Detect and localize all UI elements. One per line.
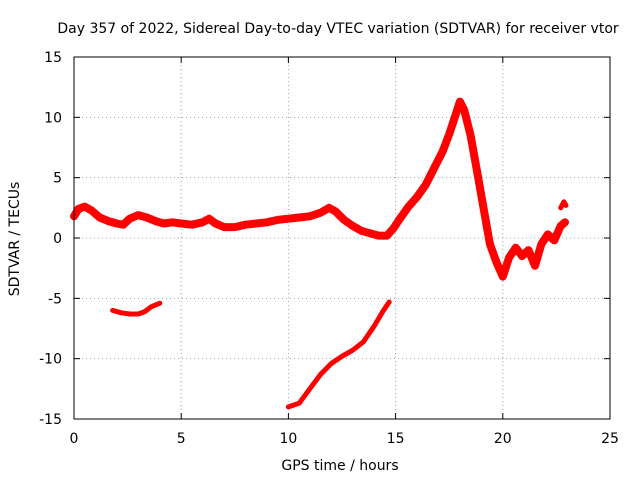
- series-segment-early: [110, 300, 163, 317]
- x-axis-label: GPS time / hours: [281, 458, 398, 474]
- x-tick-label: 5: [177, 431, 186, 447]
- x-tick-label: 0: [70, 431, 79, 447]
- series-segment-late: [285, 299, 392, 410]
- x-tick-label: 15: [387, 431, 405, 447]
- y-axis-label: SDTVAR / TECUs: [7, 182, 23, 297]
- x-tick-label: 10: [279, 431, 297, 447]
- chart-title: Day 357 of 2022, Sidereal Day-to-day VTE…: [57, 21, 619, 37]
- x-tick-label: 25: [601, 431, 619, 447]
- y-tick-label: 10: [44, 110, 62, 126]
- x-tick-label: 20: [494, 431, 512, 447]
- series-layer: [70, 97, 569, 410]
- y-tick-label: -5: [48, 291, 62, 307]
- y-tick-label: 0: [53, 231, 62, 247]
- grid: [74, 57, 610, 419]
- tick-marks: [73, 56, 611, 420]
- y-tick-labels: -15 -10 -5 0 5 10 15: [39, 50, 62, 428]
- x-tick-labels: 0 5 10 15 20 25: [70, 431, 619, 447]
- y-tick-label: 15: [44, 50, 62, 66]
- y-tick-label: 5: [53, 171, 62, 187]
- y-tick-label: -10: [39, 352, 62, 368]
- y-tick-label: -15: [39, 412, 62, 428]
- series-main: [70, 97, 569, 281]
- series-segment-end: [558, 199, 569, 211]
